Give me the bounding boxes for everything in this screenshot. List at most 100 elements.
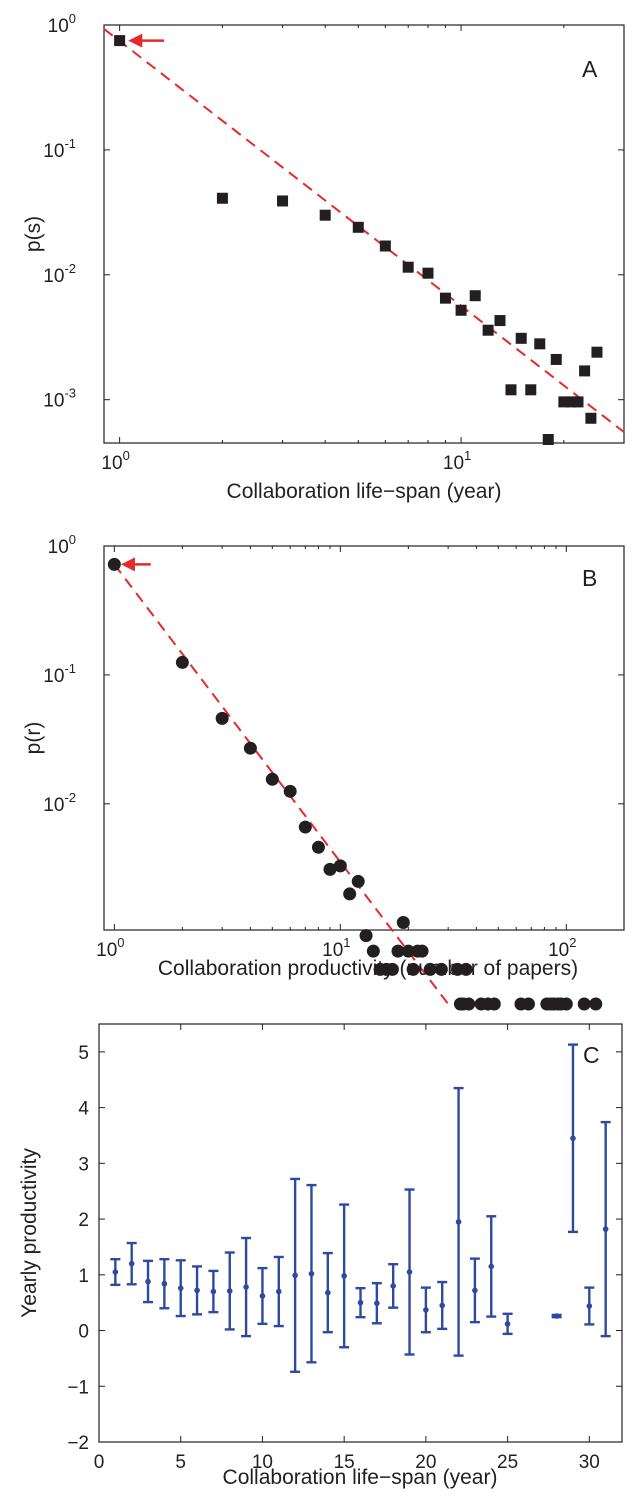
panel-a-ytick-label: 100 xyxy=(48,11,76,37)
panel-a-ylabel: p(s) xyxy=(22,216,45,252)
panel-c-point xyxy=(570,1135,576,1142)
panel-b-point xyxy=(343,887,357,901)
panel-b-point xyxy=(215,711,229,725)
panel-c-point xyxy=(308,1270,315,1277)
panel-c-point xyxy=(504,1321,511,1327)
panel-c-point xyxy=(357,1299,364,1306)
panel-c-xtick-label: 20 xyxy=(415,1452,436,1473)
panel-c-ytick-label: 3 xyxy=(78,1154,89,1175)
panel-b-point xyxy=(107,557,121,571)
panel-c-point xyxy=(374,1300,380,1307)
panel-b-point xyxy=(351,874,365,888)
panel-c-point xyxy=(439,1302,446,1309)
panel-c-point xyxy=(553,1313,560,1319)
panel-b-xlabel: Collaboration productivity (number of pa… xyxy=(158,957,578,980)
panel-a-fit-line xyxy=(103,28,625,433)
panel-a-point xyxy=(572,396,584,408)
panel-a-point xyxy=(455,304,467,316)
panel-a-point xyxy=(579,365,591,377)
panel-a-letter: A xyxy=(582,56,598,82)
panel-b-point xyxy=(391,944,405,958)
panel-a-axes-frame xyxy=(103,24,625,444)
panel-c: 0 5 10 15 20 25 30 −2 −1 0 1 2 3 4 5 C Collaboration l… xyxy=(18,1023,623,1489)
panel-b-point xyxy=(265,772,279,786)
panel-c-ytick-label: −1 xyxy=(67,1377,89,1398)
panel-b-point xyxy=(298,820,312,834)
panel-c-ytick-label: 1 xyxy=(78,1266,89,1287)
panel-b-xtick-label: 102 xyxy=(548,935,576,961)
panel-b-letter: B xyxy=(582,565,597,591)
panel-c-ytick-label: 2 xyxy=(78,1210,89,1231)
panel-a-ytick-label: 10-3 xyxy=(43,386,76,412)
panel-b-point xyxy=(311,840,325,854)
panel-c-letter: C xyxy=(583,1042,600,1068)
panel-b-ylabel: p(r) xyxy=(22,722,45,755)
panel-c-point xyxy=(145,1278,151,1285)
panel-b-xtick-label: 101 xyxy=(322,935,350,961)
panel-c-point xyxy=(275,1288,282,1295)
panel-c-ytick-label: −2 xyxy=(67,1433,89,1454)
panel-c-point xyxy=(472,1287,478,1294)
panel-a-point xyxy=(469,290,481,302)
panel-b-point xyxy=(577,997,591,1011)
panel-a-point xyxy=(515,332,527,344)
panel-c-xlabel: Collaboration life−span (year) xyxy=(223,1466,498,1489)
panel-c-ytick-label: 0 xyxy=(78,1322,89,1343)
panel-a-point xyxy=(550,353,562,365)
panel-a: 100 101 10-3 10-2 10-1 100 A Collaboration li… xyxy=(22,11,625,503)
panel-b-point xyxy=(462,997,476,1011)
panel-a-point xyxy=(591,346,603,358)
panel-c-point xyxy=(423,1307,429,1313)
panel-c-point xyxy=(390,1283,396,1289)
panel-b-ytick-label: 100 xyxy=(48,532,76,558)
panel-c-xtick-label: 10 xyxy=(252,1452,273,1473)
panel-c-point xyxy=(292,1272,298,1279)
panel-b-point xyxy=(521,997,535,1011)
panel-b-fit-line xyxy=(113,563,449,1005)
panel-c-ticks: 0 5 10 15 20 25 30 −2 −1 0 1 2 3 4 5 xyxy=(67,1024,622,1473)
panel-b-point xyxy=(333,859,347,873)
panel-c-point xyxy=(194,1287,200,1294)
panel-c-point xyxy=(128,1260,135,1267)
panel-a-arrow-head xyxy=(128,33,143,48)
panel-b-point xyxy=(459,962,473,976)
panel-c-point xyxy=(226,1288,233,1294)
panel-b-point xyxy=(323,862,337,876)
panel-c-point xyxy=(210,1288,217,1295)
panel-a-point xyxy=(505,384,517,396)
panel-a-point xyxy=(422,267,434,279)
panel-b-xtick-label: 100 xyxy=(96,935,124,961)
panel-a-point xyxy=(534,338,546,350)
panel-a-point xyxy=(352,221,364,233)
panel-c-point xyxy=(455,1219,462,1225)
panel-b-point xyxy=(423,962,437,976)
panel-a-point xyxy=(277,195,289,207)
panel-a-point xyxy=(319,209,331,221)
panel-b-point xyxy=(487,997,501,1011)
panel-c-point xyxy=(259,1293,266,1299)
panel-b-markers xyxy=(107,557,603,1011)
panel-b-ytick-label: 10-1 xyxy=(43,661,76,687)
panel-b-point xyxy=(406,962,420,976)
panel-c-point xyxy=(161,1280,168,1287)
panel-b-arrow-head xyxy=(120,557,135,572)
panel-a-point xyxy=(402,261,414,273)
panel-b-point xyxy=(359,929,373,943)
panel-c-point xyxy=(586,1303,593,1309)
panel-b-ytick-label: 10-2 xyxy=(43,790,76,816)
panel-c-xtick-label: 5 xyxy=(175,1452,186,1473)
panel-c-point xyxy=(406,1269,413,1275)
panel-b-point xyxy=(283,784,297,798)
panel-b: 100 101 102 10-2 10-1 100 B Collaboration pro… xyxy=(22,532,625,1011)
panel-c-point xyxy=(177,1285,184,1291)
panel-c-xtick-label: 0 xyxy=(94,1452,105,1473)
panel-a-ticks: 100 101 10-3 10-2 10-1 100 xyxy=(43,11,624,474)
panel-a-point xyxy=(542,433,554,445)
panel-a-markers xyxy=(114,35,603,445)
panel-c-point xyxy=(112,1269,119,1275)
panel-c-xtick-label: 15 xyxy=(334,1452,355,1473)
panel-c-ytick-label: 5 xyxy=(78,1043,89,1064)
panel-a-xtick-label: 101 xyxy=(443,448,471,474)
panel-b-point xyxy=(415,944,429,958)
